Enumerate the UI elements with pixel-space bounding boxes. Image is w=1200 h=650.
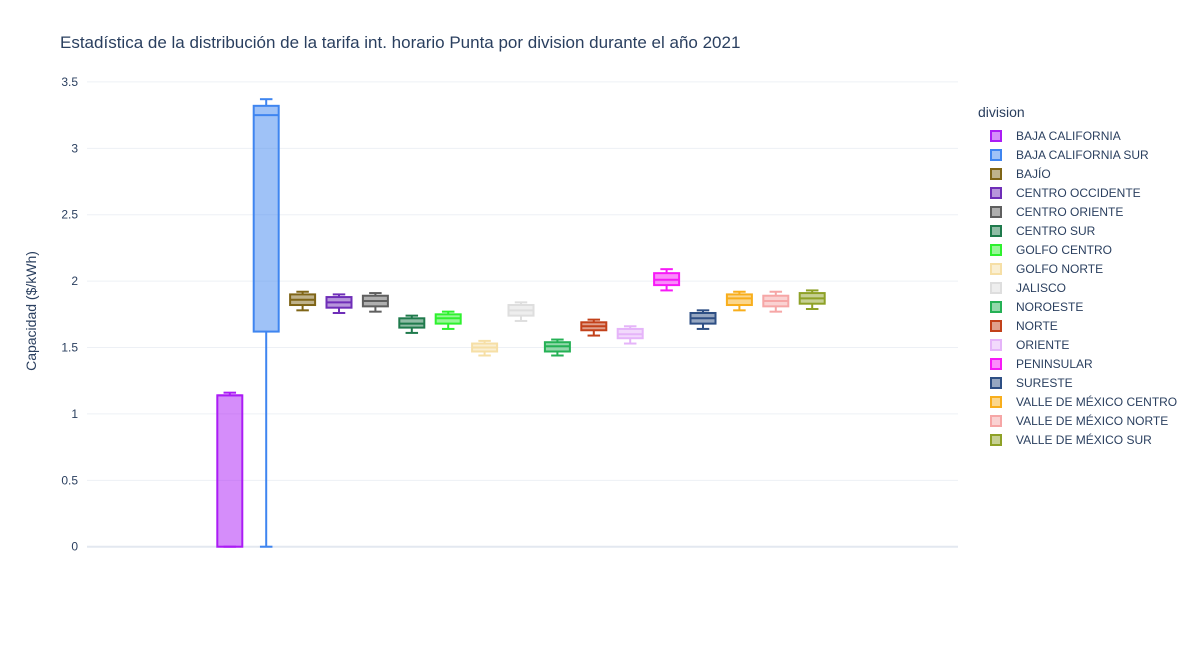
legend-swatch — [990, 186, 1002, 199]
y-axis-ticks: 0 0.5 1 1.5 2 2.5 3 3.5 — [61, 75, 78, 554]
legend-label: VALLE DE MÉXICO NORTE — [1016, 413, 1169, 428]
legend: division BAJA CALIFORNIA BAJA CALIFORNIA … — [978, 104, 1177, 449]
legend-swatch — [990, 281, 1002, 294]
legend-item[interactable]: GOLFO CENTRO — [978, 240, 1177, 259]
legend-item[interactable]: VALLE DE MÉXICO CENTRO — [978, 392, 1177, 411]
legend-item[interactable]: BAJA CALIFORNIA — [978, 126, 1177, 145]
legend-swatch — [990, 300, 1002, 313]
legend-label: PENINSULAR — [1016, 356, 1093, 371]
y-tick-label: 3 — [71, 141, 78, 155]
legend-items: BAJA CALIFORNIA BAJA CALIFORNIA SUR BAJÍO C… — [978, 126, 1177, 449]
legend-label: NOROESTE — [1016, 299, 1084, 314]
box-body[interactable] — [216, 394, 244, 548]
y-axis-label: Capacidad ($/kWh) — [23, 251, 39, 371]
y-tick-label: 3.5 — [61, 75, 78, 89]
chart-title: Estadística de la distribución de la tar… — [60, 33, 741, 52]
legend-swatch — [990, 414, 1002, 427]
y-tick-label: 1 — [71, 407, 78, 421]
legend-label: VALLE DE MÉXICO SUR — [1016, 432, 1152, 447]
y-tick-label: 1.5 — [61, 341, 78, 355]
box-valle-de-méxico-norte[interactable] — [762, 290, 790, 313]
legend-swatch — [990, 319, 1002, 332]
legend-swatch — [990, 395, 1002, 408]
legend-swatch — [990, 224, 1002, 237]
legend-item[interactable]: BAJÍO — [978, 164, 1177, 183]
box-sureste[interactable] — [689, 309, 717, 330]
legend-label: GOLFO NORTE — [1016, 261, 1104, 276]
legend-label: NORTE — [1016, 318, 1058, 333]
box-golfo-norte[interactable] — [471, 339, 499, 357]
box-baja-california-sur[interactable] — [252, 98, 280, 548]
legend-item[interactable]: PENINSULAR — [978, 354, 1177, 373]
y-tick-label: 0.5 — [61, 473, 78, 487]
legend-label: CENTRO SUR — [1016, 223, 1096, 238]
legend-swatch — [990, 376, 1002, 389]
legend-swatch — [990, 357, 1002, 370]
legend-label: JALISCO — [1016, 280, 1067, 295]
y-tick-label: 2 — [71, 274, 78, 288]
box-centro-sur[interactable] — [398, 314, 426, 334]
legend-label: BAJA CALIFORNIA — [1016, 128, 1121, 143]
box-centro-oriente[interactable] — [361, 292, 389, 313]
box-body[interactable] — [252, 104, 280, 333]
legend-item[interactable]: CENTRO OCCIDENTE — [978, 183, 1177, 202]
box-baja-california[interactable] — [216, 391, 244, 548]
box-body[interactable] — [725, 293, 753, 307]
legend-item[interactable]: BAJA CALIFORNIA SUR — [978, 145, 1177, 164]
legend-swatch — [990, 433, 1002, 446]
boxes[interactable] — [216, 98, 826, 548]
legend-label: ORIENTE — [1016, 337, 1070, 352]
legend-label: BAJÍO — [1016, 166, 1051, 181]
legend-item[interactable]: NOROESTE — [978, 297, 1177, 316]
legend-item[interactable]: CENTRO SUR — [978, 221, 1177, 240]
box-oriente[interactable] — [616, 325, 644, 345]
box-norte[interactable] — [580, 318, 608, 337]
legend-item[interactable]: GOLFO NORTE — [978, 259, 1177, 278]
box-valle-de-méxico-centro[interactable] — [725, 290, 753, 312]
legend-swatch — [990, 338, 1002, 351]
box-noroeste[interactable] — [543, 338, 571, 357]
legend-swatch — [990, 262, 1002, 275]
legend-item[interactable]: SURESTE — [978, 373, 1177, 392]
legend-label: CENTRO ORIENTE — [1016, 204, 1124, 219]
y-tick-label: 2.5 — [61, 208, 78, 222]
y-tick-label: 0 — [71, 540, 78, 554]
legend-item[interactable]: VALLE DE MÉXICO SUR — [978, 430, 1177, 449]
legend-item[interactable]: VALLE DE MÉXICO NORTE — [978, 411, 1177, 430]
legend-item[interactable]: ORIENTE — [978, 335, 1177, 354]
legend-swatch — [990, 243, 1002, 256]
box-jalisco[interactable] — [507, 301, 535, 322]
box-bajío[interactable] — [289, 290, 317, 312]
legend-item[interactable]: JALISCO — [978, 278, 1177, 297]
legend-item[interactable]: CENTRO ORIENTE — [978, 202, 1177, 221]
box-centro-occidente[interactable] — [325, 293, 353, 314]
legend-title: division — [978, 104, 1025, 120]
box-valle-de-méxico-sur[interactable] — [798, 289, 826, 311]
legend-item[interactable]: NORTE — [978, 316, 1177, 335]
legend-label: BAJA CALIFORNIA SUR — [1016, 147, 1149, 162]
legend-swatch — [990, 205, 1002, 218]
legend-label: SURESTE — [1016, 375, 1073, 390]
box-golfo-centro[interactable] — [434, 310, 462, 330]
legend-label: GOLFO CENTRO — [1016, 242, 1113, 257]
legend-swatch — [990, 148, 1002, 161]
box-peninsular[interactable] — [653, 268, 681, 292]
legend-label: VALLE DE MÉXICO CENTRO — [1016, 394, 1178, 409]
legend-swatch — [990, 129, 1002, 142]
legend-swatch — [990, 167, 1002, 180]
legend-label: CENTRO OCCIDENTE — [1016, 185, 1141, 200]
